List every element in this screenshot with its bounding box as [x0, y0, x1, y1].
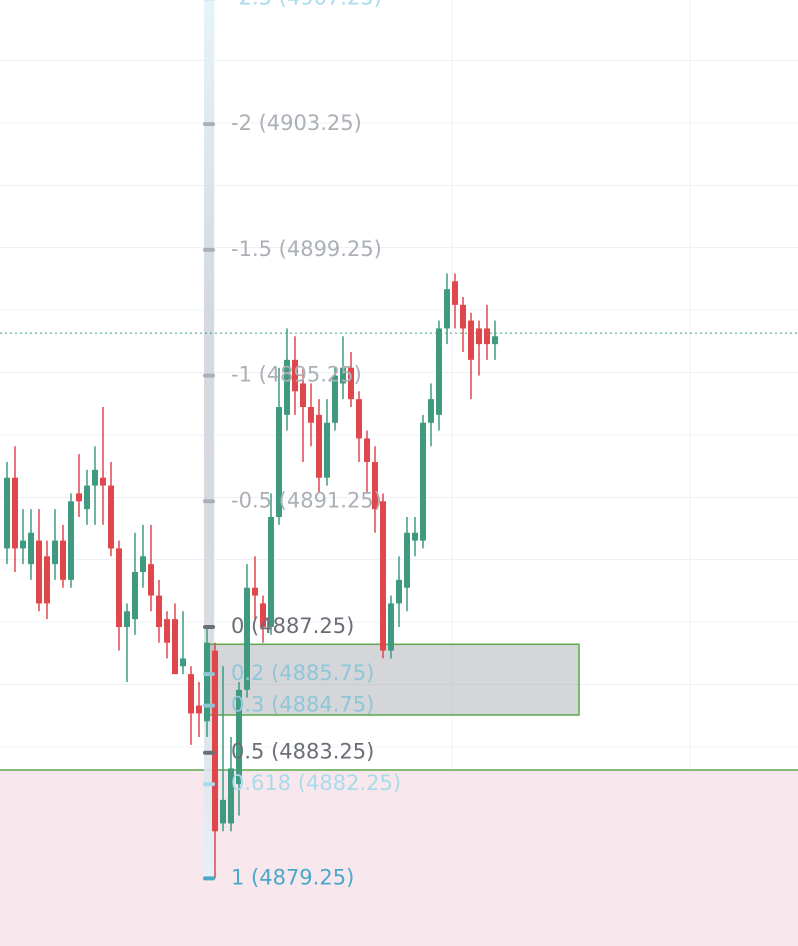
candle-body [396, 579, 402, 604]
candle-body [68, 501, 74, 580]
fib-tick [203, 122, 215, 127]
candle-body [36, 540, 42, 604]
fib-label: 0.2 (4885.75) [231, 661, 374, 685]
candle-body [420, 422, 426, 541]
candle-body [308, 407, 314, 423]
fib-tick [203, 247, 215, 252]
candle-body [12, 477, 18, 549]
range-box [204, 643, 580, 716]
fib-tick [203, 876, 215, 881]
candle-body [372, 462, 378, 510]
candle-body [404, 532, 410, 588]
candle-body [204, 642, 210, 722]
fib-label: 0 (4887.25) [231, 614, 354, 638]
candle-body [84, 485, 90, 510]
candle-body [164, 619, 170, 643]
fib-tick [203, 782, 215, 787]
candle-body [76, 493, 82, 502]
fib-tick [203, 499, 215, 504]
candle-body [188, 674, 194, 714]
candle-body [92, 469, 98, 486]
candle-body [412, 532, 418, 541]
candle-body [220, 799, 226, 824]
candle-body [316, 414, 322, 478]
candle-body [364, 438, 370, 462]
candle-body [380, 501, 386, 651]
candle-body [28, 532, 34, 565]
candle-body [252, 587, 258, 596]
candle-body [492, 336, 498, 345]
candle-body [212, 650, 218, 832]
candle-body [268, 517, 274, 627]
candle-body [356, 399, 362, 439]
candle-body [44, 556, 50, 604]
candle-body [4, 477, 10, 549]
candle-body [340, 367, 346, 384]
candle-body [468, 320, 474, 360]
candle-body [140, 556, 146, 572]
fib-tick [203, 703, 215, 708]
candle-body [196, 705, 202, 714]
candle-body [260, 603, 266, 627]
fib-label: -1.5 (4899.25) [231, 237, 382, 261]
fib-bar [204, 0, 214, 879]
candle-body [124, 611, 130, 627]
candle-body [108, 485, 114, 549]
fib-label: 0.618 (4882.25) [231, 771, 401, 795]
candle-body [460, 304, 466, 329]
candle-body [148, 564, 154, 596]
fib-tick [203, 750, 215, 755]
candle-body [476, 328, 482, 345]
fib-label: 0.5 (4883.25) [231, 740, 374, 764]
fib-label: 0.3 (4884.75) [231, 693, 374, 717]
candle-body [100, 477, 106, 486]
candle-body [332, 375, 338, 423]
fib-tick [203, 672, 215, 677]
candle-body [452, 281, 458, 305]
candle-body [292, 359, 298, 392]
candle-body [444, 289, 450, 329]
candle-body [428, 399, 434, 423]
fib-label: -0.5 (4891.25) [231, 488, 382, 512]
candle-body [436, 328, 442, 415]
candle-body [300, 383, 306, 407]
candle-body [236, 689, 242, 785]
fib-label: -1 (4895.25) [231, 363, 362, 387]
fib-tick [203, 625, 215, 629]
candle-body [228, 768, 234, 824]
fib-label: -2.5 (4907.25) [231, 0, 382, 9]
candle-body [116, 548, 122, 627]
candle-body [172, 619, 178, 675]
fib-label: -2 (4903.25) [231, 111, 362, 135]
fib-label: 1 (4879.25) [231, 865, 354, 889]
candle-body [324, 422, 330, 478]
candle-body [484, 328, 490, 345]
candle-body [180, 658, 186, 667]
candle-body [156, 595, 162, 627]
candle-body [132, 572, 138, 620]
fib-tick [203, 373, 215, 378]
support-zone [0, 770, 798, 946]
candle-body [52, 540, 58, 565]
candle-body [244, 587, 250, 690]
candle-body [388, 603, 394, 651]
candle-body [348, 367, 354, 400]
candle-body [276, 407, 282, 517]
candle-body [60, 540, 66, 580]
candle-body [284, 359, 290, 415]
candle-body [20, 540, 26, 549]
